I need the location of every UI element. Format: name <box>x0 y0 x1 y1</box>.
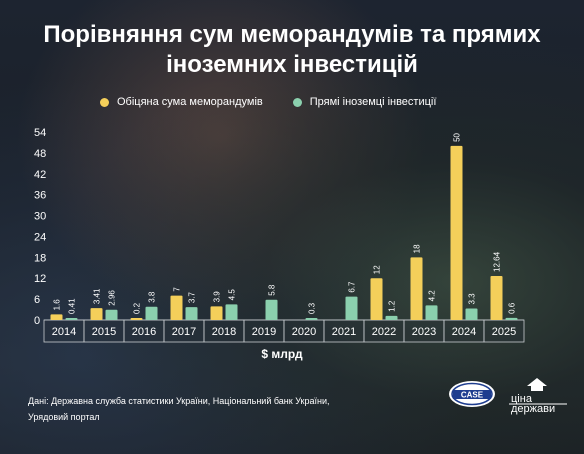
bar-fdi <box>225 304 238 320</box>
y-tick-label: 18 <box>34 252 46 264</box>
y-tick-label: 30 <box>34 211 46 223</box>
x-tick-label: 2023 <box>412 326 436 338</box>
legend-label-fdi: Прямі іноземці інвестиції <box>309 96 437 108</box>
legend-item-memoranda: Обіцяна сума меморандумів <box>100 96 263 108</box>
bar-memoranda <box>90 308 103 320</box>
bar-value-label: 3.3 <box>468 293 477 305</box>
bar-value-label: 18 <box>413 244 422 253</box>
y-tick-label: 24 <box>34 231 46 243</box>
bar-fdi <box>185 307 198 320</box>
bar-fdi <box>65 318 78 320</box>
x-tick-label: 2024 <box>452 326 476 338</box>
y-tick-label: 36 <box>34 190 46 202</box>
bar-value-label: 50 <box>453 132 462 141</box>
legend-swatch-fdi <box>292 97 302 107</box>
tsina-logo-word-top: ціна <box>511 393 532 405</box>
case-logo: CASE <box>449 381 495 407</box>
title-line-1: Порівняння сум меморандумів та прямих <box>43 21 541 48</box>
x-axis-label: $ млрд <box>261 347 303 361</box>
chart-title: Порівняння сум меморандумів та прямих ін… <box>0 20 584 80</box>
bar-value-label: 0.2 <box>133 302 142 314</box>
bar-value-label: 12.64 <box>493 251 502 272</box>
x-tick-label: 2015 <box>92 326 116 338</box>
bar-value-label: 0.41 <box>68 298 77 314</box>
x-tick-label: 2014 <box>52 326 76 338</box>
x-tick-label: 2016 <box>132 326 156 338</box>
bar-memoranda <box>170 295 183 320</box>
y-tick-label: 48 <box>34 148 46 160</box>
bar-value-label: 3.41 <box>93 288 102 304</box>
bar-memoranda <box>450 145 463 320</box>
chart-legend: Обіцяна сума меморандумів Прямі іноземці… <box>100 96 574 108</box>
bar-fdi <box>145 306 158 320</box>
bar-memoranda <box>490 275 503 320</box>
bar-value-label: 0.6 <box>508 302 517 314</box>
legend-swatch-memoranda <box>100 97 109 107</box>
x-tick-label: 2020 <box>292 326 316 338</box>
legend-label-memoranda: Обіцяна сума меморандумів <box>117 96 263 108</box>
bar-fdi <box>385 315 398 320</box>
bar-fdi <box>465 308 478 320</box>
tsina-logo-mark <box>509 378 567 405</box>
bar-fdi <box>425 305 438 320</box>
bar-memoranda <box>370 278 383 320</box>
bar-fdi <box>265 299 278 320</box>
bar-value-label: 12 <box>373 265 382 274</box>
data-source-note: Дані: Державна служба статистики України… <box>28 396 330 422</box>
bar-fdi <box>305 318 318 320</box>
bar-fdi <box>105 309 118 320</box>
bar-value-label: 1.6 <box>53 299 62 311</box>
bar-value-label: 5.8 <box>268 284 277 296</box>
y-tick-label: 0 <box>34 315 40 327</box>
bar-memoranda <box>50 314 63 320</box>
bar-value-label: 6.7 <box>348 281 357 293</box>
x-tick-label: 2021 <box>332 326 356 338</box>
bar-value-label: 4.2 <box>428 290 437 302</box>
bar-value-label: 2.96 <box>108 290 117 306</box>
bar-memoranda <box>410 257 423 320</box>
x-tick-label: 2019 <box>252 326 276 338</box>
y-tick-label: 6 <box>34 294 40 306</box>
tsina-derzhavy-logo: ціна держави <box>505 374 575 418</box>
x-tick-label: 2017 <box>172 326 196 338</box>
x-tick-label: 2022 <box>372 326 396 338</box>
tsina-logo-word-bottom: держави <box>511 403 556 415</box>
bar-value-label: 3.9 <box>213 291 222 303</box>
legend-item-fdi: Прямі іноземці інвестиції <box>292 96 437 108</box>
bar-fdi <box>505 317 518 320</box>
bar-memoranda <box>210 306 223 320</box>
bar-value-label: 3.8 <box>148 291 157 303</box>
bar-value-label: 1.2 <box>388 300 397 312</box>
x-tick-label: 2025 <box>492 326 516 338</box>
bar-memoranda <box>130 318 143 320</box>
bar-value-label: 3.7 <box>188 291 197 303</box>
bar-value-label: 0.3 <box>308 302 317 314</box>
bar-value-label: 4.5 <box>228 289 237 301</box>
bar-fdi <box>345 296 358 320</box>
title-line-2: іноземних інвестицій <box>166 51 418 78</box>
x-category-cell <box>483 319 525 343</box>
x-tick-label: 2018 <box>212 326 236 338</box>
y-tick-label: 42 <box>34 169 46 181</box>
y-tick-label: 12 <box>34 273 46 285</box>
bar-value-label: 7 <box>173 287 182 292</box>
case-logo-text: CASE <box>461 391 484 400</box>
y-tick-label: 54 <box>34 127 46 139</box>
